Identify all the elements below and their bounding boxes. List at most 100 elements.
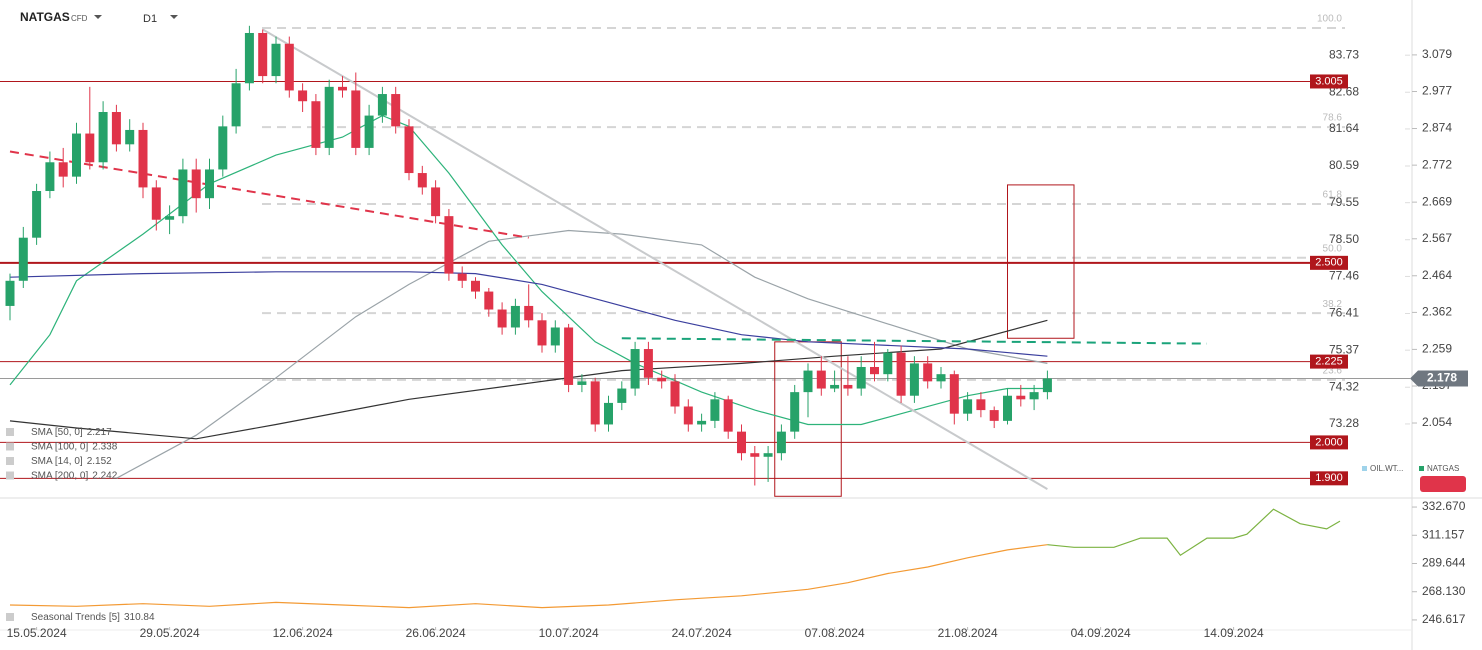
level-label: 1.900 [1315, 472, 1343, 484]
dropdown-icon[interactable] [94, 15, 102, 19]
candle-body [471, 280, 481, 292]
overlay: 3.079 2.977 2.874 2.772 2.669 2.567 2.464 2.362… [6, 14, 1468, 640]
candle-body [617, 388, 627, 403]
candle-body [364, 115, 374, 148]
candle-body [391, 94, 401, 127]
candle-body [1016, 395, 1026, 400]
seasonal-tick-label: 289.644 [1422, 556, 1466, 570]
x-tick-label: 10.07.2024 [539, 626, 599, 640]
candle-body [45, 162, 55, 192]
candle-body [218, 126, 228, 170]
sma-line [116, 229, 1048, 479]
candle-body [630, 349, 640, 389]
candle-body [763, 453, 773, 457]
candle-body [138, 129, 148, 188]
candle-body [377, 94, 387, 116]
candle-body [72, 133, 82, 177]
level-tag [1310, 354, 1348, 369]
candle-body [58, 162, 68, 177]
compare-name: OIL.WT... [1370, 464, 1403, 473]
seasonal-tick-label: 311.157 [1422, 527, 1465, 541]
legend-icon[interactable] [6, 471, 14, 480]
legend-icon[interactable] [6, 457, 14, 465]
seasonal-line [1047, 508, 1341, 557]
candle-body [1042, 378, 1052, 393]
candle-body [484, 291, 494, 310]
candle-body [816, 370, 826, 389]
candle-body [604, 402, 614, 425]
x-tick-label: 12.06.2024 [273, 626, 333, 640]
y-tick-label: 2.669 [1422, 194, 1452, 208]
candle-body [577, 381, 587, 385]
level-label: 2.000 [1315, 436, 1343, 448]
y-tick-label: 2.259 [1422, 342, 1452, 356]
candle-body [550, 327, 560, 346]
dropdown-icon[interactable] [170, 15, 178, 19]
seasonal-panel [9, 508, 1341, 609]
level-label: 2.225 [1315, 356, 1343, 368]
legend-icon[interactable] [6, 428, 14, 436]
x-tick-label: 14.09.2024 [1204, 626, 1264, 640]
candle-body [165, 216, 175, 220]
legend-name: SMA [14, 0] [31, 456, 83, 467]
candle-body [271, 43, 281, 77]
y-tick-label: 2.772 [1422, 157, 1452, 171]
main-panel [0, 25, 1410, 497]
legend-entry: SMA [50, 0] 2.217 [31, 427, 112, 438]
seasonal-tick-label: 332.670 [1422, 499, 1466, 513]
legend-value: 2.152 [87, 456, 112, 467]
candle-body [205, 169, 215, 199]
legend-name: SMA [200, 0] [31, 470, 88, 481]
fib-label: 50.0 [1323, 243, 1343, 254]
y2-tick-label: 76.41 [1329, 306, 1359, 320]
symbol[interactable]: NATGAS [20, 10, 70, 24]
y2-tick-label: 83.73 [1329, 47, 1359, 61]
seasonal-tick-label: 246.617 [1422, 612, 1466, 626]
seasonal-legend: Seasonal Trends [5] 310.84 [31, 612, 155, 623]
y2-tick-label: 80.59 [1329, 158, 1359, 172]
level-tag [1310, 435, 1348, 450]
y2-tick-label: 74.32 [1329, 379, 1359, 393]
current-price-tag [1410, 370, 1468, 387]
candle-body [111, 111, 121, 145]
candle-body [510, 305, 520, 328]
candle-body [856, 366, 866, 389]
y2-tick-label: 81.64 [1329, 121, 1359, 135]
candle-body [1029, 392, 1039, 400]
legend-value: 2.242 [92, 470, 117, 481]
y-tick-label: 2.362 [1422, 305, 1452, 319]
box [1007, 184, 1075, 339]
x-tick-label: 24.07.2024 [672, 626, 732, 640]
y2-tick-label: 73.28 [1329, 416, 1359, 430]
x-tick-label: 07.08.2024 [805, 626, 865, 640]
x-tick-label: 04.09.2024 [1071, 626, 1131, 640]
fib-label: 78.6 [1323, 113, 1343, 124]
candle-body [803, 370, 813, 393]
trendline [621, 337, 1208, 345]
y-tick-label: 2.874 [1422, 121, 1452, 135]
legend-entry: SMA [14, 0] 2.152 [31, 456, 112, 467]
level-label: 2.500 [1315, 257, 1343, 269]
level-tag [1310, 471, 1348, 486]
interval[interactable]: D1 [143, 13, 157, 25]
seasonal-tick-label: 268.130 [1422, 584, 1466, 598]
candle-body [417, 173, 427, 188]
y2-tick-label: 77.46 [1329, 269, 1359, 283]
y-tick-label: 2.464 [1422, 268, 1452, 282]
candle-body [151, 187, 161, 220]
legend-icon[interactable] [6, 613, 14, 621]
candle-body [324, 86, 334, 148]
candle-body [923, 363, 933, 382]
candle-body [657, 377, 667, 382]
candle-body [537, 320, 547, 346]
y2-tick-label: 79.55 [1329, 195, 1359, 209]
seasonal-line [9, 544, 1048, 609]
legend-icon[interactable] [6, 442, 14, 451]
y-tick-label: 2.977 [1422, 84, 1452, 98]
legend-value: 2.338 [92, 441, 117, 452]
candle-body [457, 273, 467, 281]
candle-body [178, 169, 188, 217]
level-tag [1310, 74, 1348, 89]
compare-swatch [1362, 466, 1367, 471]
